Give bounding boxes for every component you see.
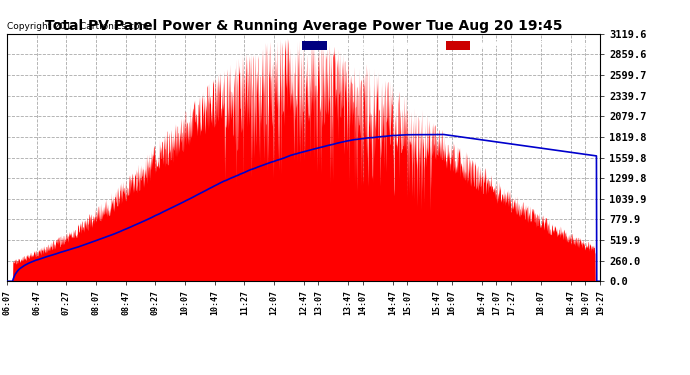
Title: Total PV Panel Power & Running Average Power Tue Aug 20 19:45: Total PV Panel Power & Running Average P… (45, 19, 562, 33)
Legend: Average  (DC Watts), PV Panels  (DC Watts): Average (DC Watts), PV Panels (DC Watts) (300, 39, 595, 53)
Text: Copyright 2013 Cartronics.com: Copyright 2013 Cartronics.com (7, 22, 148, 31)
